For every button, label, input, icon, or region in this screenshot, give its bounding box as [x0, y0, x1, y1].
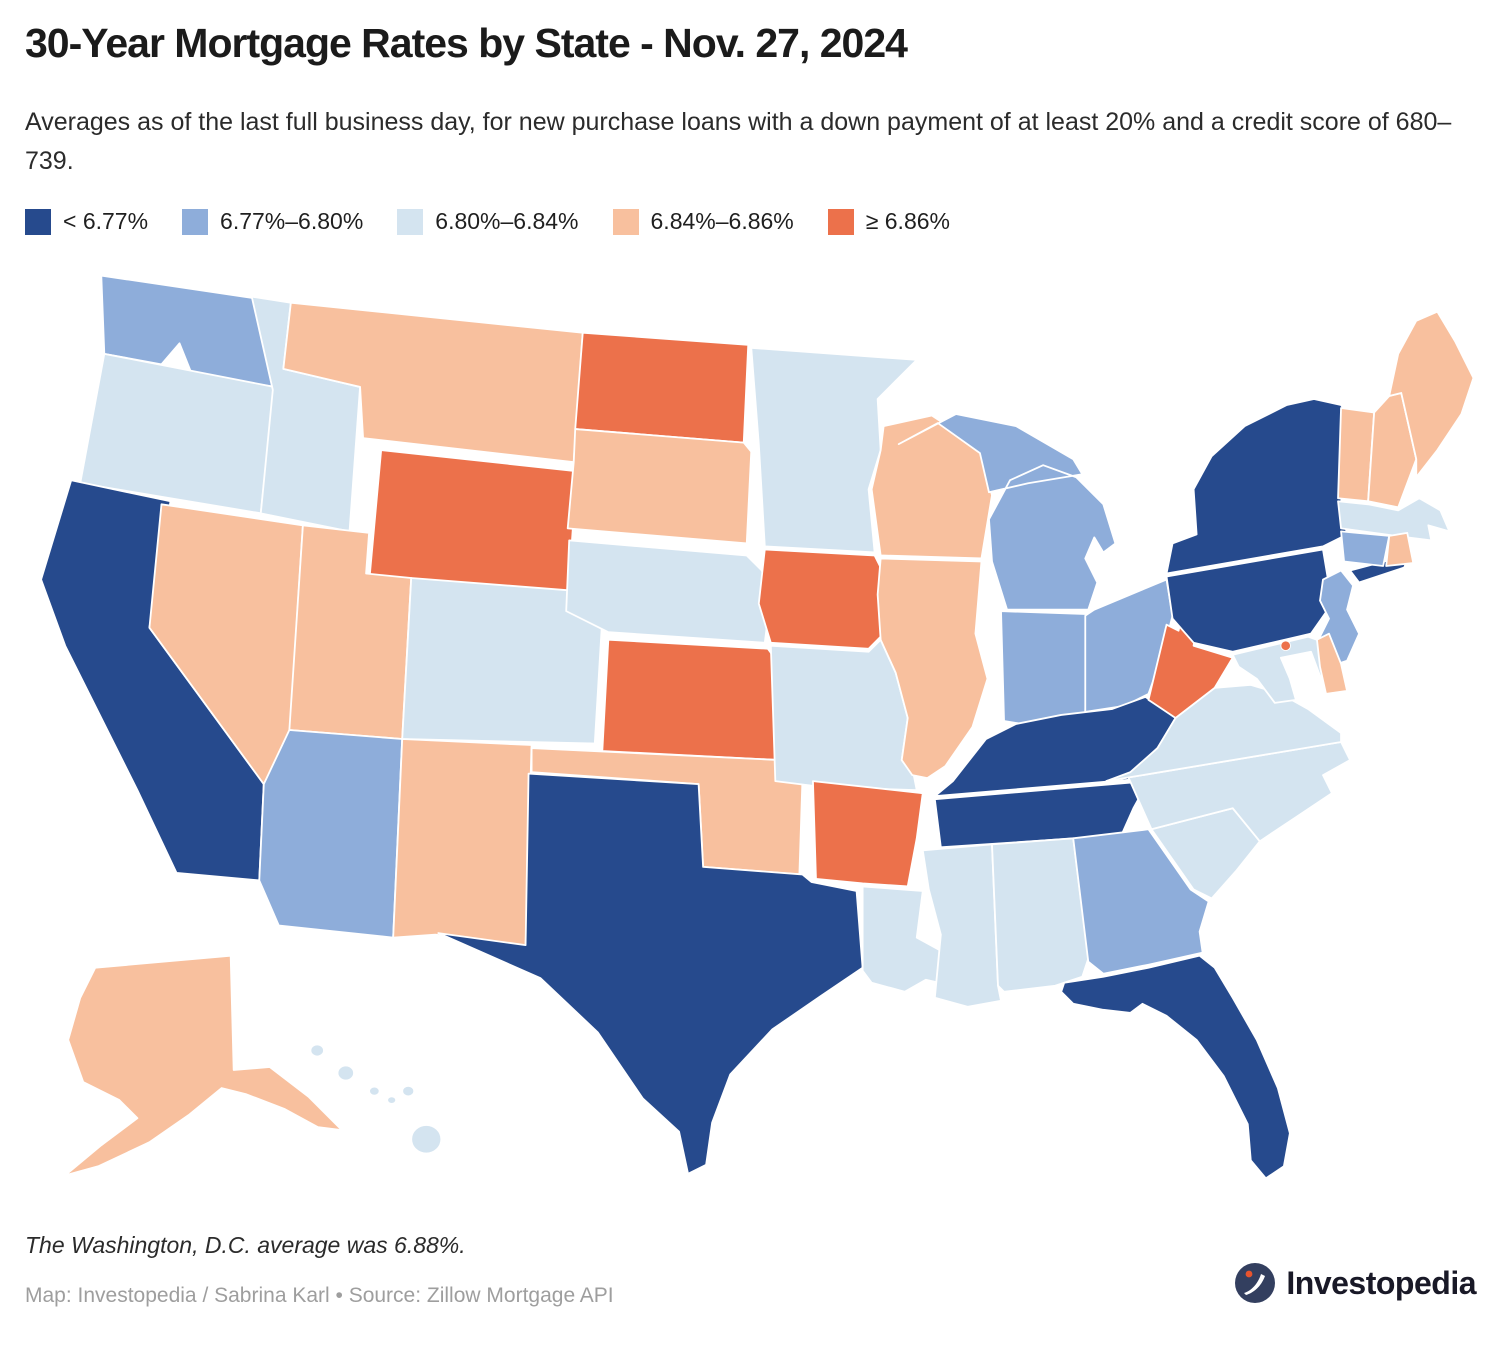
state-mi: [897, 413, 1117, 611]
state-dc: [1280, 640, 1291, 651]
investopedia-logo: Investopedia: [1234, 1262, 1476, 1304]
state-va: [1105, 683, 1342, 783]
legend: < 6.77% 6.77%–6.80% 6.80%–6.84% 6.84%–6.86%…: [25, 208, 950, 235]
state-pa: [1165, 548, 1333, 653]
page-title: 30-Year Mortgage Rates by State - Nov. 2…: [25, 20, 908, 66]
state-mn: [750, 346, 918, 554]
state-az: [258, 729, 404, 939]
legend-label-3: 6.84%–6.86%: [650, 208, 794, 234]
legend-item-3: 6.84%–6.86%: [612, 208, 794, 235]
state-nc: [1105, 741, 1351, 843]
us-choropleth-map: [8, 260, 1490, 1212]
legend-label-1: 6.77%–6.80%: [220, 208, 364, 234]
state-co: [401, 577, 605, 745]
state-ne: [565, 539, 772, 644]
state-ks: [601, 638, 781, 761]
us-map-svg: [40, 274, 1475, 1180]
source-credit: Map: Investopedia / Sabrina Karl • Sourc…: [25, 1284, 614, 1307]
state-ar: [812, 780, 924, 888]
state-nd: [574, 331, 750, 444]
legend-label-4: ≥ 6.86%: [865, 208, 950, 234]
state-de: [1316, 632, 1348, 695]
legend-label-0: < 6.77%: [63, 208, 149, 234]
state-me: [1388, 310, 1475, 479]
state-in: [1000, 610, 1090, 731]
state-wv: [1147, 602, 1234, 719]
page-subtitle: Averages as of the last full business da…: [25, 108, 1452, 175]
state-ri: [1385, 531, 1415, 567]
state-ak: [64, 954, 343, 1177]
legend-item-0: < 6.77%: [25, 208, 148, 235]
state-tn: [933, 780, 1150, 849]
legend-swatch-2: [397, 208, 424, 235]
investopedia-logo-icon: [1235, 1263, 1276, 1303]
state-al: [991, 837, 1090, 993]
legend-swatch-3: [612, 208, 639, 235]
state-hi: [309, 1043, 443, 1155]
investopedia-logo-text: Investopedia: [1286, 1264, 1476, 1301]
legend-item-2: 6.80%–6.84%: [397, 208, 579, 235]
legend-item-1: 6.77%–6.80%: [182, 208, 363, 235]
legend-swatch-1: [182, 208, 209, 235]
legend-item-4: ≥ 6.86%: [827, 208, 950, 235]
state-ia: [757, 548, 894, 650]
state-tx: [437, 772, 864, 1175]
state-fl: [1060, 954, 1291, 1180]
legend-label-2: 6.80%–6.84%: [435, 208, 579, 234]
dc-footnote: The Washington, D.C. average was 6.88%.: [25, 1232, 466, 1258]
state-ct: [1340, 530, 1391, 567]
state-il: [876, 557, 989, 780]
state-sd: [566, 428, 753, 545]
state-ma: [1337, 497, 1451, 542]
legend-swatch-4: [827, 208, 854, 235]
state-ga: [1072, 828, 1210, 975]
state-nm: [392, 738, 533, 948]
legend-swatch-0: [25, 208, 51, 235]
